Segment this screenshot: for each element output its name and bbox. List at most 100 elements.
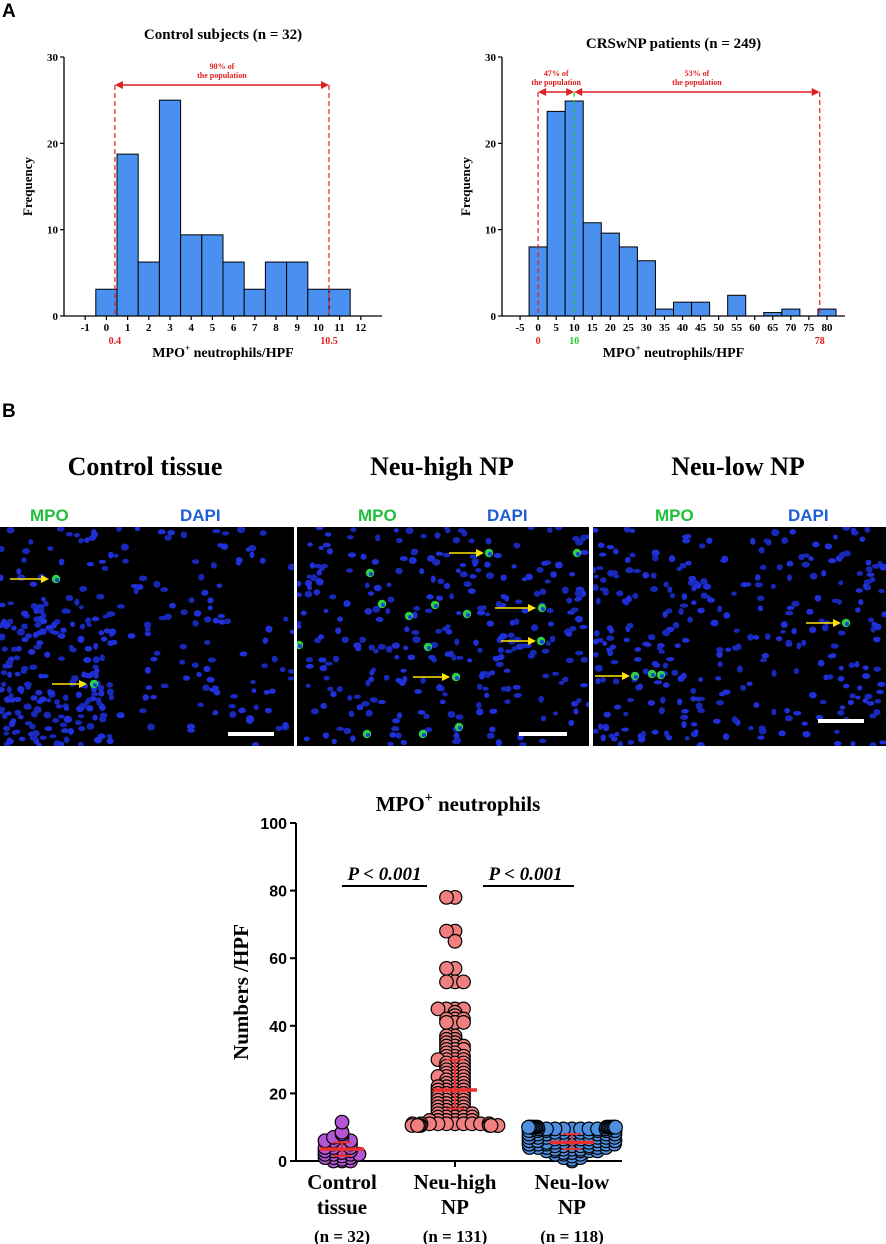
nucleus bbox=[63, 736, 70, 744]
nucleus bbox=[863, 579, 872, 585]
nucleus bbox=[761, 652, 770, 659]
nucleus bbox=[33, 644, 42, 650]
nucleus bbox=[209, 687, 217, 693]
nucleus bbox=[69, 679, 75, 687]
nucleus bbox=[596, 566, 604, 571]
nucleus bbox=[850, 741, 856, 746]
nucleus bbox=[610, 736, 618, 742]
nucleus bbox=[558, 680, 565, 685]
pointer-arrowhead bbox=[41, 575, 49, 583]
nucleus bbox=[30, 603, 39, 610]
nucleus bbox=[204, 640, 211, 645]
nucleus bbox=[716, 646, 724, 653]
nucleus bbox=[367, 591, 375, 596]
nucleus bbox=[95, 697, 102, 703]
nucleus bbox=[245, 716, 254, 724]
nucleus bbox=[251, 688, 257, 694]
nucleus bbox=[473, 639, 479, 646]
data-point-2 bbox=[483, 1118, 499, 1133]
nucleus bbox=[32, 730, 40, 737]
nucleus bbox=[385, 608, 391, 615]
nucleus bbox=[203, 616, 212, 623]
nucleus bbox=[651, 549, 660, 557]
nucleus bbox=[428, 655, 436, 661]
nucleus bbox=[15, 645, 22, 652]
nucleus bbox=[859, 536, 866, 542]
nucleus bbox=[436, 595, 443, 601]
nucleus bbox=[97, 684, 105, 692]
nucleus bbox=[786, 560, 794, 567]
nucleus bbox=[459, 571, 468, 578]
nucleus bbox=[793, 667, 800, 675]
scale-bar bbox=[818, 719, 864, 723]
nucleus bbox=[394, 655, 400, 660]
nucleus bbox=[565, 631, 573, 637]
nucleus bbox=[710, 619, 719, 627]
nucleus bbox=[305, 657, 314, 663]
nucleus bbox=[372, 605, 381, 613]
nucleus bbox=[575, 650, 584, 656]
nucleus bbox=[690, 731, 699, 738]
nucleus bbox=[818, 618, 825, 624]
y-tick-label: 20 bbox=[269, 1086, 287, 1103]
nucleus bbox=[642, 641, 650, 647]
nucleus bbox=[408, 557, 417, 565]
nucleus bbox=[391, 725, 400, 732]
nucleus bbox=[500, 574, 507, 581]
nucleus bbox=[192, 620, 199, 627]
category-label-1-line-1: Control bbox=[307, 1170, 377, 1194]
nucleus bbox=[153, 580, 161, 588]
nucleus bbox=[713, 718, 721, 724]
nucleus bbox=[541, 648, 550, 654]
nucleus bbox=[771, 708, 777, 716]
nucleus bbox=[310, 708, 319, 715]
nucleus bbox=[684, 736, 690, 741]
nucleus bbox=[627, 739, 635, 745]
nucleus bbox=[84, 645, 93, 652]
y-axis-label: Frequency bbox=[20, 157, 35, 216]
nucleus bbox=[695, 702, 703, 710]
nucleus bbox=[164, 534, 172, 541]
nucleus bbox=[324, 532, 332, 537]
nucleus bbox=[456, 655, 464, 660]
nucleus bbox=[533, 590, 541, 597]
nucleus bbox=[512, 684, 521, 690]
nucleus bbox=[452, 537, 461, 544]
pointer-arrowhead bbox=[442, 673, 450, 681]
nucleus bbox=[63, 706, 70, 711]
nucleus bbox=[455, 568, 461, 573]
nucleus bbox=[16, 568, 22, 575]
nucleus bbox=[593, 527, 599, 533]
nucleus bbox=[847, 699, 854, 706]
nucleus bbox=[364, 582, 370, 589]
nucleus bbox=[665, 608, 673, 614]
nucleus bbox=[652, 554, 659, 562]
nucleus bbox=[662, 682, 670, 688]
pointer-arrowhead bbox=[528, 604, 536, 612]
tissue-title-control: Control tissue bbox=[67, 452, 223, 481]
nucleus bbox=[593, 630, 600, 637]
nucleus bbox=[287, 563, 294, 571]
nucleus bbox=[869, 713, 877, 719]
nucleus bbox=[179, 643, 187, 650]
nucleus bbox=[862, 583, 869, 590]
nucleus bbox=[359, 636, 366, 644]
nucleus bbox=[546, 607, 554, 614]
nucleus bbox=[599, 587, 608, 592]
nucleus bbox=[862, 665, 869, 671]
annotation-text-2: the population bbox=[197, 71, 247, 80]
marker-label-78: 78 bbox=[815, 336, 825, 347]
nucleus bbox=[90, 692, 99, 697]
nucleus bbox=[282, 721, 289, 729]
nucleus bbox=[715, 700, 725, 706]
nucleus bbox=[500, 686, 508, 692]
nucleus bbox=[323, 676, 330, 681]
nucleus bbox=[287, 676, 294, 681]
nucleus bbox=[478, 672, 485, 680]
nucleus bbox=[877, 560, 883, 566]
chart-title: Control subjects (n = 32) bbox=[144, 27, 302, 43]
nucleus bbox=[92, 714, 98, 721]
nucleus bbox=[6, 711, 12, 716]
nucleus bbox=[456, 610, 462, 616]
neutrophil-nucleus bbox=[651, 673, 655, 677]
